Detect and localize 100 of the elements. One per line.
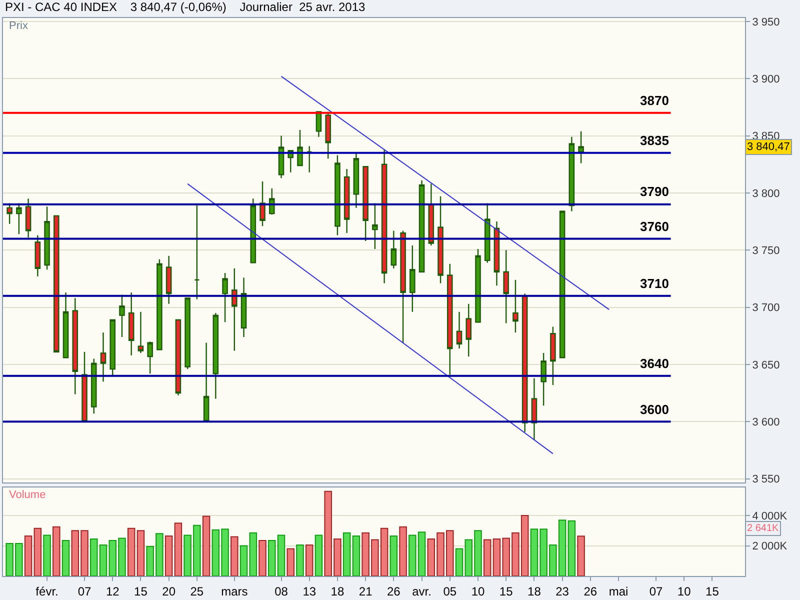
candlestick	[100, 332, 106, 382]
candlestick	[138, 311, 144, 354]
bar	[296, 544, 304, 576]
y-tick-label: 3 950	[752, 16, 780, 28]
candlestick	[531, 378, 538, 441]
candlestick	[212, 312, 219, 400]
text: 2 641K	[747, 523, 780, 534]
candlestick	[522, 292, 528, 433]
y-tick-label: 3 700	[752, 302, 780, 314]
bar	[34, 528, 42, 576]
candlestick	[110, 319, 116, 377]
candlestick	[147, 341, 153, 374]
candlestick	[362, 166, 368, 242]
bar	[352, 535, 360, 576]
candlestick	[232, 268, 238, 352]
bar	[43, 534, 51, 576]
x-tick-label: avr.	[412, 584, 432, 598]
candlestick	[503, 250, 509, 324]
candlestick	[381, 148, 388, 284]
candlestick	[128, 292, 134, 356]
x-tick-label: 05	[443, 584, 457, 598]
bar	[258, 540, 266, 576]
candlestick	[184, 298, 190, 370]
ref-line-label: 3790	[640, 184, 669, 199]
candlestick	[568, 136, 575, 212]
candlestick	[410, 244, 416, 312]
x-tick-label: 21	[358, 584, 373, 598]
candlestick	[6, 202, 12, 224]
candlestick	[550, 326, 556, 386]
x-tick-label: 18	[330, 584, 344, 598]
ref-line-label: 3710	[640, 276, 669, 291]
ref-line-label: 3870	[640, 93, 669, 108]
chart-title: PXI - CAC 40 INDEX 3 840,47 (-0,06%) Journalier 25 avr. 2013	[5, 0, 366, 14]
candlestick	[72, 298, 78, 395]
candlestick	[62, 292, 69, 358]
bar	[230, 536, 238, 576]
x-tick-label: 12	[106, 584, 120, 598]
candlestick	[278, 135, 284, 179]
y-tick-label: 3 600	[752, 416, 780, 428]
bar	[136, 530, 145, 576]
x-tick-label: 26	[386, 584, 401, 598]
bar	[62, 540, 70, 576]
bar	[24, 535, 32, 576]
ref-line-label: 3600	[640, 402, 669, 417]
bar	[249, 532, 258, 576]
x-tick-label: 20	[162, 584, 176, 598]
x-tick-label: 08	[274, 584, 288, 598]
x-tick-label: 18	[528, 584, 542, 598]
candlestick	[438, 196, 444, 284]
candlestick	[194, 204, 200, 300]
x-tick-label: mars	[221, 584, 248, 598]
x-tick-label: 15	[134, 584, 148, 598]
candlestick	[559, 210, 566, 358]
y-axis-title: Volume	[9, 489, 46, 501]
candlestick	[446, 263, 453, 376]
candlestick	[428, 183, 434, 246]
candlestick	[466, 303, 472, 358]
bar	[240, 545, 248, 576]
candlestick	[484, 202, 490, 264]
candlestick	[54, 215, 60, 352]
candlestick	[390, 230, 397, 270]
y-tick-label: 3 800	[752, 188, 780, 200]
candlestick	[344, 168, 350, 234]
candlestick	[119, 294, 125, 338]
x-tick-label: 13	[302, 584, 316, 598]
candlestick	[418, 180, 425, 272]
bar	[305, 544, 314, 576]
x-tick-label: 07	[649, 584, 663, 598]
candlestick	[400, 230, 406, 344]
candlestick	[156, 258, 162, 350]
candlestick	[44, 206, 50, 270]
bar	[127, 528, 136, 576]
y-tick-label: 3 750	[752, 244, 780, 257]
candlestick	[456, 311, 462, 350]
text: 3 840,47	[747, 141, 790, 153]
y-tick-label: 3 900	[752, 73, 780, 86]
x-tick-label: 10	[677, 584, 692, 598]
candlestick	[325, 111, 331, 160]
candlestick	[475, 248, 481, 323]
ref-line-label: 3640	[640, 356, 669, 371]
bar	[52, 526, 60, 576]
x-tick-label: févr.	[36, 584, 58, 598]
candlestick	[166, 255, 172, 304]
candlestick	[372, 202, 378, 250]
x-tick-label: mai	[608, 584, 628, 598]
candlestick	[34, 234, 41, 278]
bar	[202, 516, 210, 576]
y-tick-label: 3 650	[752, 359, 780, 372]
x-tick-label: 07	[78, 584, 92, 598]
bar	[286, 548, 294, 576]
bar	[164, 535, 173, 576]
bar	[577, 536, 585, 576]
bar	[483, 539, 492, 576]
candlestick	[82, 351, 88, 422]
bar	[568, 520, 576, 576]
y-axis-title: Prix	[9, 20, 28, 32]
candlestick	[16, 202, 22, 235]
candlestick	[297, 129, 303, 166]
bar	[342, 532, 351, 576]
candlestick	[306, 145, 312, 173]
